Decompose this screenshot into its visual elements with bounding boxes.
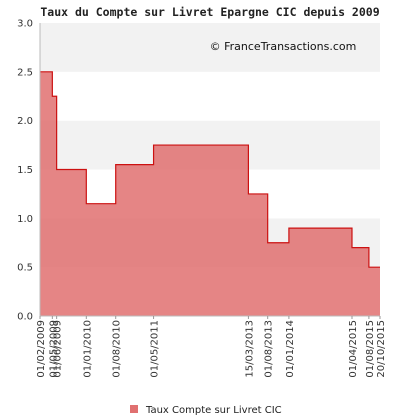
y-tick-label: 2.0 [17, 116, 33, 127]
watermark: © FranceTransactions.com [210, 40, 357, 53]
series-area [40, 71, 380, 316]
grid-bands [40, 23, 380, 316]
legend-swatch [130, 405, 138, 413]
x-tick-label: 01/06/2009 [53, 320, 64, 378]
series-fill [40, 71, 380, 316]
x-tick-label: 01/05/2009 [48, 320, 59, 378]
x-tick-label: 01/02/2009 [36, 320, 47, 378]
y-tick-label: 0.0 [17, 312, 33, 323]
y-axis-ticks: 0.0 0.5 1.0 1.5 2.0 2.5 3.0 [17, 19, 33, 323]
chart-title: Taux du Compte sur Livret Epargne CIC de… [40, 5, 379, 19]
x-tick-label: 01/08/2015 [365, 320, 376, 378]
x-tick-label: 01/08/2010 [112, 320, 123, 378]
grid-band [40, 23, 380, 72]
x-tick-label: 01/01/2010 [82, 320, 93, 378]
y-tick-label: 3.0 [17, 19, 33, 30]
legend: Taux Compte sur Livret CIC [130, 405, 282, 416]
x-tick-label: 20/10/2015 [376, 320, 387, 378]
x-tick-label: 15/03/2013 [244, 320, 255, 378]
series-line [40, 71, 380, 268]
y-tick-label: 2.5 [17, 67, 33, 78]
legend-label: Taux Compte sur Livret CIC [145, 405, 282, 416]
y-tick-label: 1.0 [17, 214, 33, 225]
x-tick-label: 01/04/2015 [348, 320, 359, 378]
axes [39, 23, 380, 317]
y-tick-label: 0.5 [17, 263, 33, 274]
x-tick-label: 01/01/2014 [285, 320, 296, 378]
x-tick-label: 01/08/2013 [264, 320, 275, 378]
grid-band [40, 71, 380, 121]
y-tick-label: 1.5 [17, 165, 33, 176]
x-tick-label: 01/05/2011 [150, 320, 161, 378]
